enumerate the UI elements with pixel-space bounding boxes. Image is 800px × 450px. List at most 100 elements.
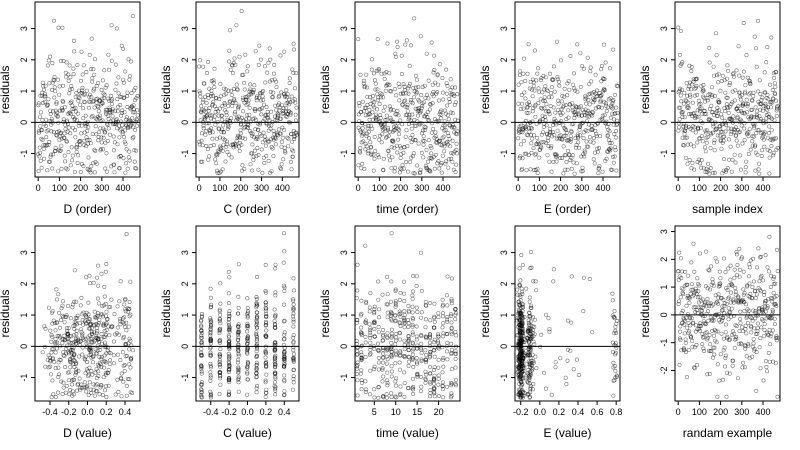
data-point: [281, 351, 286, 356]
data-point: [387, 158, 392, 163]
data-point: [290, 387, 295, 392]
data-point: [112, 140, 117, 145]
data-point: [78, 343, 83, 348]
data-point: [227, 275, 232, 280]
data-point: [117, 166, 122, 171]
data-point: [103, 343, 108, 348]
data-point: [741, 69, 746, 74]
data-point: [410, 132, 415, 137]
data-point: [291, 324, 296, 329]
data-point: [75, 315, 80, 320]
data-point: [684, 125, 689, 130]
data-point: [412, 171, 417, 176]
data-point: [407, 112, 412, 117]
data-point: [526, 111, 531, 116]
data-point: [255, 94, 260, 99]
data-point: [529, 366, 534, 371]
data-point: [744, 331, 749, 336]
data-point: [410, 304, 415, 309]
data-point: [386, 153, 391, 158]
data-point: [68, 163, 73, 168]
data-point: [724, 123, 729, 128]
data-point: [256, 95, 261, 100]
data-point: [423, 376, 428, 381]
x-tick-label: 0: [36, 183, 41, 193]
data-point: [40, 137, 45, 142]
data-point: [395, 150, 400, 155]
data-point: [256, 167, 261, 172]
data-point: [683, 337, 688, 342]
data-point: [735, 273, 740, 278]
data-point: [725, 334, 730, 339]
data-point: [761, 378, 766, 383]
data-point: [572, 112, 577, 117]
data-point: [452, 102, 457, 107]
data-point: [718, 276, 723, 281]
data-point: [264, 314, 269, 319]
data-point: [266, 60, 271, 65]
data-point: [122, 369, 127, 374]
data-point: [98, 126, 103, 131]
data-point: [72, 38, 77, 43]
data-point: [236, 294, 241, 299]
data-point: [767, 149, 772, 154]
data-point: [66, 336, 71, 341]
data-point: [256, 62, 261, 67]
data-point: [92, 323, 97, 328]
data-point: [565, 347, 570, 352]
data-point: [427, 371, 432, 376]
data-point: [429, 145, 434, 150]
data-point: [124, 328, 129, 333]
data-point: [447, 137, 452, 142]
data-point: [767, 234, 772, 239]
data-point: [419, 310, 424, 315]
data-point: [536, 89, 541, 94]
data-point: [397, 367, 402, 372]
data-point: [554, 39, 559, 44]
data-point: [536, 66, 541, 71]
data-point: [135, 123, 140, 128]
data-point: [69, 111, 74, 116]
data-point: [101, 135, 106, 140]
data-point: [90, 132, 95, 137]
data-point: [751, 256, 756, 261]
data-point: [587, 82, 592, 87]
data-point: [702, 112, 707, 117]
data-point: [440, 357, 445, 362]
data-point: [416, 141, 421, 146]
data-point: [527, 353, 532, 358]
data-point: [61, 385, 66, 390]
data-point: [77, 96, 82, 101]
data-point: [747, 127, 752, 132]
data-point: [104, 351, 109, 356]
data-point: [607, 66, 612, 71]
data-point: [291, 359, 296, 364]
data-point: [588, 69, 593, 74]
data-point: [731, 300, 736, 305]
data-point: [62, 320, 67, 325]
data-point: [47, 159, 52, 164]
data-point: [516, 101, 521, 106]
data-point: [748, 315, 753, 320]
data-point: [607, 129, 612, 134]
data-point: [102, 284, 107, 289]
data-point: [416, 85, 421, 90]
data-point: [432, 394, 437, 399]
y-axis-title: residuals: [159, 289, 173, 337]
data-point: [402, 370, 407, 375]
data-point: [753, 309, 758, 314]
data-point: [215, 153, 220, 158]
data-point: [230, 103, 235, 108]
data-point: [245, 377, 250, 382]
data-point: [381, 351, 386, 356]
data-point: [114, 117, 119, 122]
data-point: [725, 95, 730, 100]
data-point: [706, 318, 711, 323]
data-point: [775, 104, 780, 109]
data-point: [129, 357, 134, 362]
data-point: [718, 127, 723, 132]
data-point: [707, 60, 712, 65]
data-point: [610, 101, 615, 106]
data-point: [291, 319, 296, 324]
data-point: [222, 92, 227, 97]
